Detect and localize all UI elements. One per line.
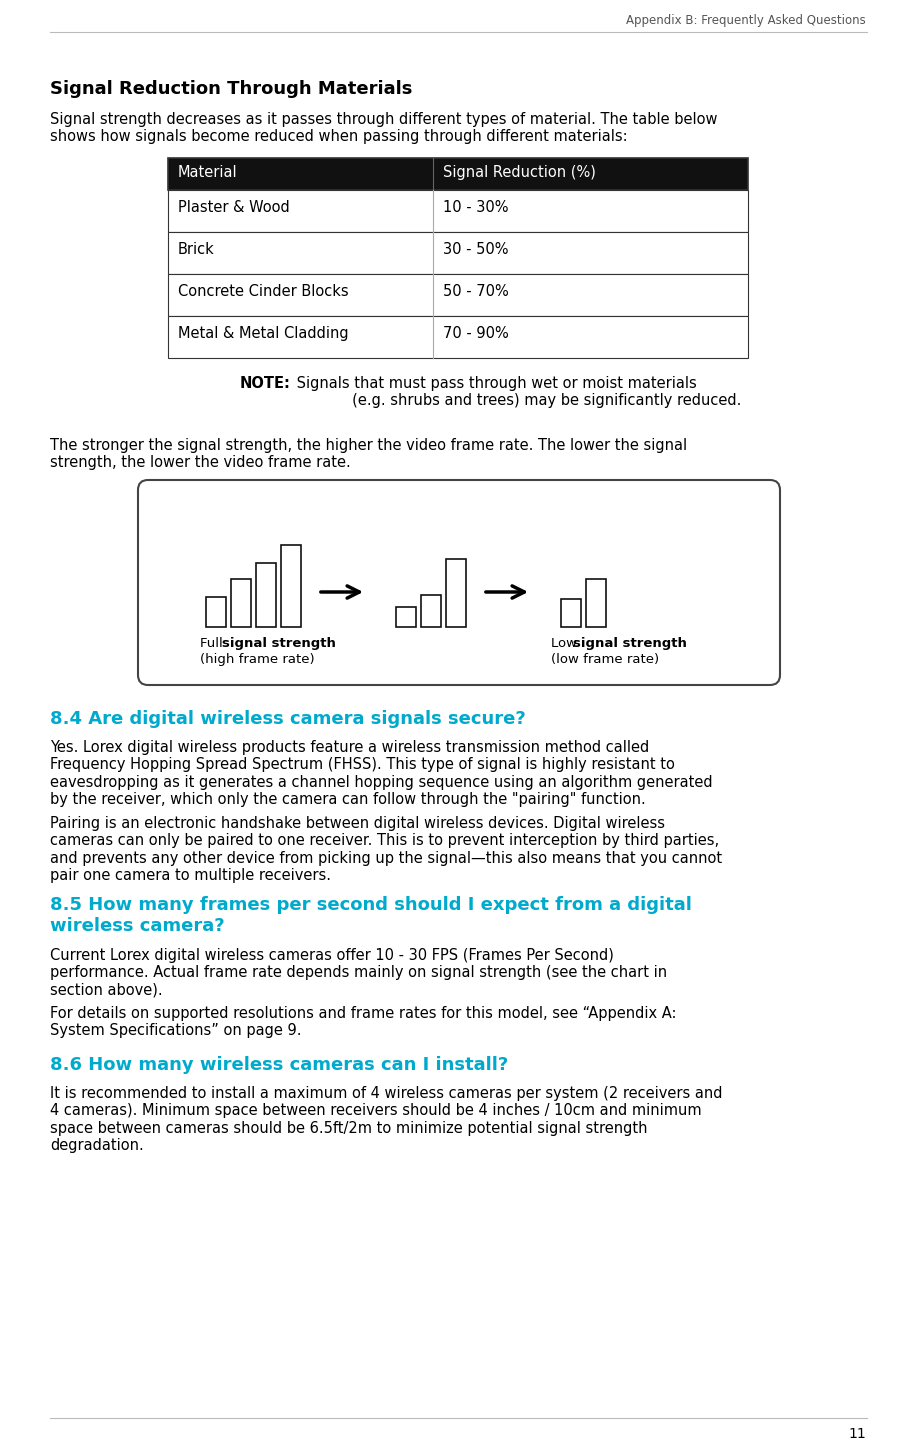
Text: Pairing is an electronic handshake between digital wireless devices. Digital wir: Pairing is an electronic handshake betwe…: [50, 816, 722, 884]
Text: (low frame rate): (low frame rate): [551, 654, 659, 667]
Text: 11: 11: [848, 1427, 866, 1442]
FancyBboxPatch shape: [586, 578, 606, 628]
Text: (high frame rate): (high frame rate): [200, 654, 315, 667]
FancyBboxPatch shape: [168, 273, 748, 317]
Text: Signal strength decreases as it passes through different types of material. The : Signal strength decreases as it passes t…: [50, 111, 717, 145]
Text: 70 - 90%: 70 - 90%: [443, 325, 509, 341]
FancyBboxPatch shape: [231, 578, 251, 628]
FancyBboxPatch shape: [421, 594, 441, 628]
Text: signal strength: signal strength: [222, 638, 336, 651]
Text: 8.6 How many wireless cameras can I install?: 8.6 How many wireless cameras can I inst…: [50, 1056, 508, 1074]
Text: It is recommended to install a maximum of 4 wireless cameras per system (2 recei: It is recommended to install a maximum o…: [50, 1086, 723, 1154]
Text: Signals that must pass through wet or moist materials
             (e.g. shrubs : Signals that must pass through wet or mo…: [292, 376, 741, 408]
Text: Low: Low: [551, 638, 581, 651]
FancyBboxPatch shape: [446, 560, 466, 628]
FancyBboxPatch shape: [138, 480, 780, 685]
FancyBboxPatch shape: [168, 158, 748, 189]
Text: Signal Reduction Through Materials: Signal Reduction Through Materials: [50, 80, 413, 98]
Text: Concrete Cinder Blocks: Concrete Cinder Blocks: [178, 283, 348, 299]
Text: Metal & Metal Cladding: Metal & Metal Cladding: [178, 325, 348, 341]
Text: The stronger the signal strength, the higher the video frame rate. The lower the: The stronger the signal strength, the hi…: [50, 438, 687, 470]
Text: NOTE:: NOTE:: [240, 376, 291, 390]
Text: 50 - 70%: 50 - 70%: [443, 283, 509, 299]
Text: Current Lorex digital wireless cameras offer 10 - 30 FPS (Frames Per Second)
per: Current Lorex digital wireless cameras o…: [50, 949, 668, 998]
FancyBboxPatch shape: [561, 599, 581, 628]
Text: For details on supported resolutions and frame rates for this model, see “Append: For details on supported resolutions and…: [50, 1006, 677, 1038]
FancyBboxPatch shape: [281, 545, 301, 628]
FancyBboxPatch shape: [168, 189, 748, 231]
FancyBboxPatch shape: [256, 562, 276, 628]
Text: signal strength: signal strength: [573, 638, 687, 651]
FancyBboxPatch shape: [396, 607, 416, 628]
Text: 30 - 50%: 30 - 50%: [443, 241, 509, 257]
Text: 8.4 Are digital wireless camera signals secure?: 8.4 Are digital wireless camera signals …: [50, 710, 525, 727]
Text: 10 - 30%: 10 - 30%: [443, 200, 509, 215]
Text: Signal Reduction (%): Signal Reduction (%): [443, 165, 596, 179]
FancyBboxPatch shape: [206, 597, 226, 628]
Text: 8.5 How many frames per second should I expect from a digital
wireless camera?: 8.5 How many frames per second should I …: [50, 897, 691, 934]
Text: Yes. Lorex digital wireless products feature a wireless transmission method call: Yes. Lorex digital wireless products fea…: [50, 740, 713, 807]
Text: Brick: Brick: [178, 241, 215, 257]
Text: Appendix B: Frequently Asked Questions: Appendix B: Frequently Asked Questions: [626, 14, 866, 27]
FancyBboxPatch shape: [168, 317, 748, 359]
Text: Material: Material: [178, 165, 238, 179]
Text: Full: Full: [200, 638, 227, 651]
Text: Plaster & Wood: Plaster & Wood: [178, 200, 290, 215]
FancyBboxPatch shape: [168, 231, 748, 273]
